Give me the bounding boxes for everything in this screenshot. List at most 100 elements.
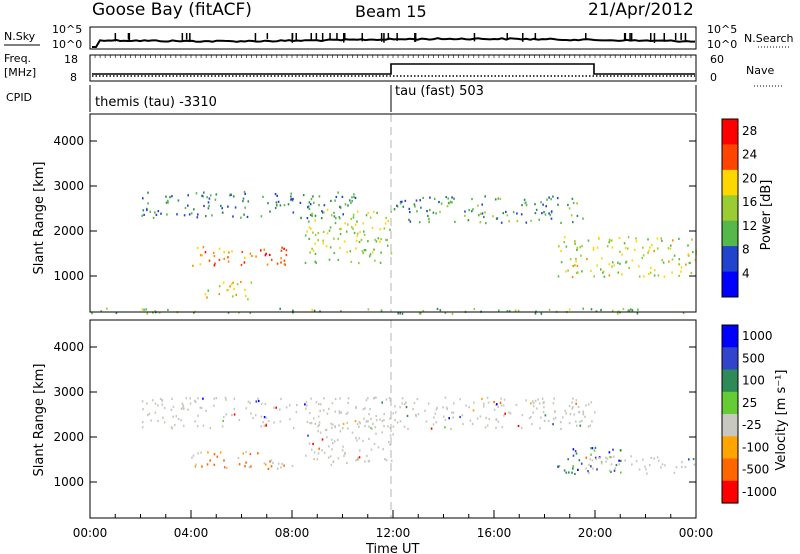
echo-cell: [576, 214, 579, 217]
echo-cell: [224, 396, 227, 399]
echo-cell: [214, 262, 216, 265]
echo-cell: [275, 406, 277, 409]
echo-cell: [461, 414, 464, 417]
echo-cell: [201, 194, 203, 197]
echo-cell: [485, 222, 487, 225]
echo-cell: [232, 215, 234, 218]
echo-cell: [222, 419, 224, 423]
echo-cell: [305, 454, 307, 457]
echo-cell: [372, 422, 374, 425]
echo-cell: [693, 463, 696, 466]
echo-cell: [443, 415, 445, 418]
echo-cell: [611, 261, 614, 264]
echo-cell: [335, 217, 337, 220]
echo-cell: [576, 424, 578, 427]
echo-cell: [207, 289, 210, 292]
echo-cell: [476, 417, 479, 420]
echo-cell: [585, 456, 588, 459]
echo-cell: [399, 202, 402, 205]
echo-cell: [265, 463, 267, 466]
echo-cell: [384, 222, 387, 225]
echo-cell: [412, 407, 414, 411]
echo-cell: [405, 406, 408, 409]
echo-cell: [309, 213, 312, 217]
echo-cell: [590, 453, 592, 456]
echo-cell: [611, 309, 614, 312]
echo-cell: [634, 248, 636, 252]
colorbar-tick-label: 8: [742, 243, 750, 257]
echo-cell: [571, 406, 574, 409]
echo-cell: [495, 426, 497, 429]
echo-cell: [383, 227, 386, 230]
echo-cell: [157, 210, 160, 213]
echo-cell: [291, 464, 294, 468]
echo-cell: [459, 415, 461, 419]
echo-cell: [606, 457, 609, 460]
echo-cell: [565, 412, 567, 415]
echo-cell: [628, 309, 631, 312]
echo-cell: [383, 419, 385, 422]
echo-cell: [321, 210, 323, 213]
echo-cell: [399, 406, 401, 409]
echo-cell: [267, 419, 270, 422]
echo-cell: [392, 412, 395, 415]
echo-cell: [346, 461, 348, 465]
echo-cell: [575, 257, 577, 260]
echo-cell: [375, 415, 377, 418]
echo-cell: [613, 455, 615, 458]
echo-cell: [419, 221, 421, 224]
echo-cell: [575, 420, 577, 423]
echo-cell: [242, 197, 245, 200]
echo-cell: [646, 472, 648, 475]
echo-cell: [469, 419, 472, 422]
echo-cell: [557, 275, 560, 278]
echo-cell: [313, 201, 315, 204]
echo-cell: [170, 426, 173, 429]
echo-cell: [196, 425, 199, 428]
echo-cell: [349, 199, 351, 202]
echo-cell: [381, 401, 383, 404]
echo-cell: [229, 193, 232, 196]
echo-cell: [310, 448, 313, 451]
echo-cell: [449, 200, 452, 203]
echo-cell: [468, 406, 470, 409]
colorbar-swatch: [722, 119, 738, 145]
echo-cell: [587, 470, 589, 473]
echo-cell: [495, 217, 498, 220]
echo-cell: [285, 406, 288, 409]
echo-cell: [451, 201, 453, 204]
echo-cell: [202, 246, 205, 249]
echo-cell: [170, 408, 173, 411]
echo-cell: [247, 400, 250, 403]
echo-cell: [321, 438, 324, 441]
echo-cell: [661, 259, 663, 262]
echo-cell: [187, 408, 189, 411]
echo-cell: [539, 427, 541, 430]
echo-cell: [381, 431, 383, 434]
echo-cell: [315, 401, 318, 404]
echo-cell: [694, 258, 697, 262]
echo-cell: [317, 415, 320, 418]
echo-cell: [244, 465, 246, 468]
echo-cell: [361, 250, 364, 253]
echo-cell: [647, 272, 650, 276]
echo-cell: [588, 472, 590, 475]
echo-cell: [367, 211, 369, 215]
echo-cell: [508, 220, 510, 223]
echo-cell: [202, 195, 204, 198]
echo-cell: [221, 207, 223, 210]
echo-cell: [314, 219, 316, 222]
echo-cell: [657, 459, 660, 462]
echo-cell: [354, 223, 357, 226]
echo-cell: [280, 257, 282, 260]
echo-cell: [514, 309, 517, 312]
echo-cell: [389, 417, 391, 420]
echo-cell: [308, 442, 311, 445]
echo-cell: [656, 456, 659, 459]
echo-cell: [249, 311, 252, 314]
echo-cell: [234, 206, 237, 209]
echo-cell: [558, 465, 561, 468]
echo-cell: [355, 405, 357, 408]
echo-cell: [343, 454, 345, 457]
echo-cell: [141, 400, 144, 403]
